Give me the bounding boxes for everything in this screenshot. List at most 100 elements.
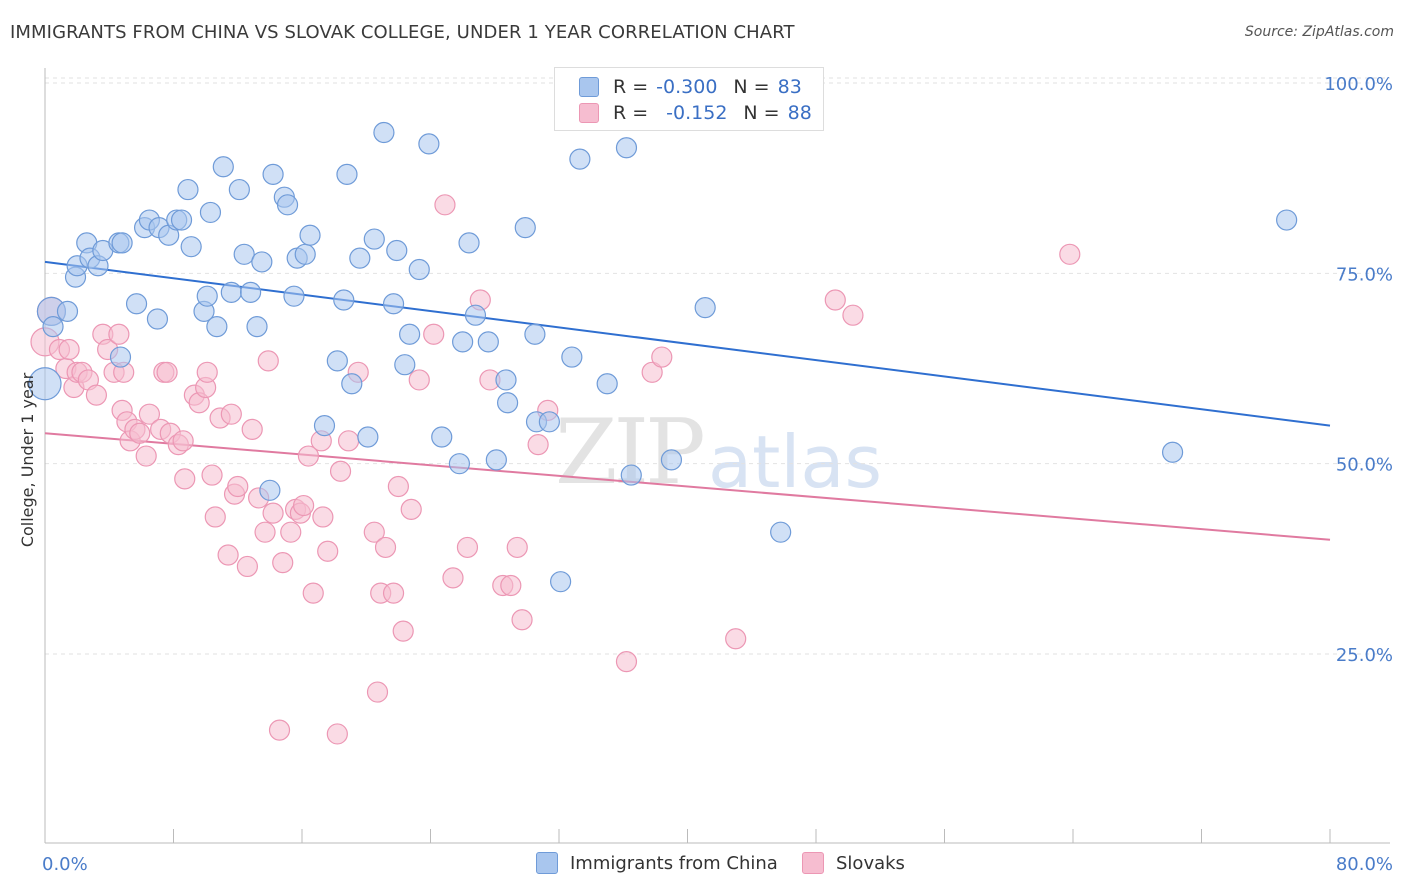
legend-label-slovaks: Slovaks — [836, 852, 905, 874]
point-china — [363, 228, 385, 250]
point-china — [620, 464, 642, 486]
legend-r-value: -0.300 — [656, 76, 718, 98]
point-china — [418, 133, 440, 155]
point-slovak — [725, 628, 747, 650]
point-china — [538, 411, 560, 433]
point-china — [228, 178, 250, 201]
point-slovak — [257, 350, 279, 372]
point-china — [262, 163, 284, 185]
point-slovak — [527, 434, 549, 456]
point-china — [125, 293, 148, 315]
point-slovak — [434, 194, 456, 216]
point-china — [1161, 441, 1184, 463]
legend-n-value: 88 — [787, 102, 812, 124]
point-slovak — [156, 361, 178, 383]
point-china — [477, 331, 499, 353]
point-china — [770, 521, 792, 543]
point-slovak — [85, 384, 108, 406]
source-label: Source: ZipAtlas.com — [1244, 24, 1394, 40]
point-china — [220, 281, 242, 303]
point-slovak — [824, 289, 846, 311]
point-slovak — [293, 494, 315, 517]
point-china — [336, 163, 358, 185]
point-slovak — [312, 506, 334, 528]
point-china — [146, 308, 169, 330]
point-china — [246, 316, 268, 338]
x-tick-label: 0.0% — [42, 854, 88, 875]
point-slovak — [58, 338, 80, 361]
point-china — [251, 251, 273, 273]
point-slovak — [400, 498, 422, 520]
legend-label-china: Immigrants from China — [570, 852, 778, 874]
point-china — [349, 247, 371, 269]
point-slovak — [363, 521, 385, 543]
legend-swatch-pink — [579, 103, 599, 123]
point-slovak — [326, 723, 348, 745]
legend-item-slovaks[interactable]: Slovaks — [802, 852, 905, 874]
point-slovak — [500, 574, 522, 597]
point-slovak — [174, 468, 196, 490]
legend-swatch-slovaks — [802, 852, 824, 874]
point-slovak — [227, 475, 249, 498]
legend-item-china[interactable]: Immigrants from China — [536, 852, 778, 874]
point-china — [357, 426, 379, 448]
point-slovak — [387, 475, 409, 498]
legend-r-label: R = — [613, 76, 649, 98]
point-china — [485, 449, 507, 471]
point-slovak — [506, 536, 528, 559]
point-china — [408, 258, 430, 281]
point-china — [259, 479, 281, 501]
point-china — [170, 209, 193, 231]
y-tick-label: 100.0% — [1324, 74, 1393, 95]
point-china — [561, 346, 583, 368]
x-tick-label: 80.0% — [1336, 854, 1393, 875]
point-china — [386, 239, 408, 262]
point-slovak — [135, 445, 157, 467]
y-tick-label: 75.0% — [1336, 264, 1393, 285]
point-slovak — [236, 555, 258, 578]
point-slovak — [217, 544, 239, 566]
point-slovak — [254, 521, 276, 543]
point-china — [28, 367, 62, 401]
correlation-legend: R = -0.300 N = 83 R = -0.152 N = 88 — [554, 67, 824, 131]
point-china — [111, 232, 133, 254]
point-slovak — [615, 651, 638, 673]
point-slovak — [272, 552, 294, 574]
point-slovak — [511, 609, 533, 631]
point-china — [694, 296, 716, 319]
point-china — [615, 137, 638, 159]
legend-n-label: N = — [733, 76, 770, 98]
point-slovak — [241, 418, 263, 441]
point-china — [212, 156, 234, 178]
point-china — [497, 392, 519, 414]
legend-swatch-china — [536, 852, 558, 874]
point-slovak — [172, 430, 194, 452]
point-slovak — [302, 582, 324, 604]
legend-row-china: R = -0.300 N = 83 — [579, 75, 802, 99]
point-slovak — [201, 464, 223, 486]
point-slovak — [374, 536, 397, 559]
point-china — [199, 201, 222, 224]
point-china — [1276, 209, 1298, 231]
series-legend: Immigrants from China Slovaks — [0, 852, 1406, 878]
point-china — [333, 289, 355, 311]
point-slovak — [842, 304, 864, 326]
point-slovak — [138, 403, 161, 425]
point-china — [448, 453, 471, 475]
point-slovak — [337, 430, 360, 452]
point-china — [431, 426, 453, 448]
point-china — [233, 243, 255, 265]
point-china — [399, 323, 421, 345]
point-slovak — [129, 422, 151, 444]
point-china — [276, 194, 299, 216]
point-slovak — [1059, 243, 1081, 265]
tick-labels: 25.0% 50.0% 75.0% 100.0% 0.0% 80.0% — [42, 74, 1393, 875]
point-slovak — [366, 681, 389, 703]
chart-title: IMMIGRANTS FROM CHINA VS SLOVAK COLLEGE,… — [10, 22, 795, 43]
point-china — [373, 121, 395, 144]
legend-swatch-blue — [579, 77, 599, 97]
point-slovak — [268, 719, 291, 741]
legend-row-slovaks: R = -0.152 N = 88 — [579, 101, 812, 125]
point-china — [240, 281, 262, 303]
point-china — [42, 316, 64, 338]
